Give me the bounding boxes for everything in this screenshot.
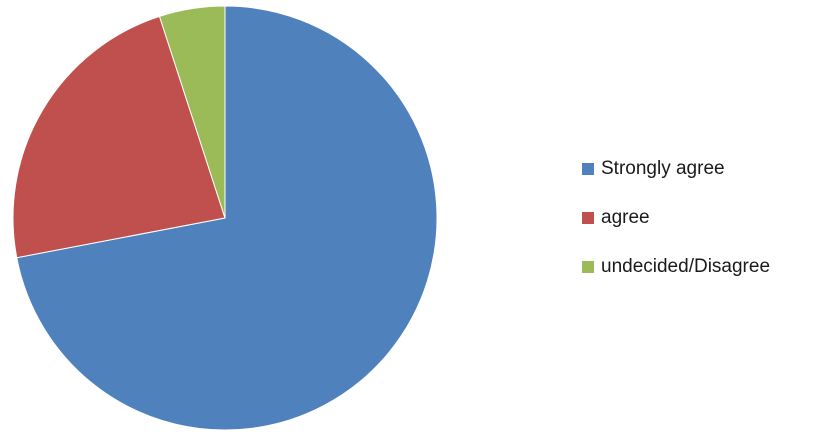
chart-legend: Strongly agree agree undecided/Disagree bbox=[582, 156, 822, 303]
legend-swatch-strongly-agree bbox=[582, 162, 594, 175]
legend-label-strongly-agree: Strongly agree bbox=[601, 157, 725, 179]
legend-item-strongly-agree: Strongly agree bbox=[582, 156, 822, 181]
legend-label-agree: agree bbox=[601, 206, 650, 228]
pie-slice-agree bbox=[12, 15, 226, 259]
legend-swatch-undecided-disagree bbox=[582, 260, 594, 273]
pie-slice-strongly-agree bbox=[16, 5, 438, 431]
legend-item-agree: agree bbox=[582, 205, 822, 230]
legend-item-undecided-disagree: undecided/Disagree bbox=[582, 254, 822, 279]
legend-label-undecided-disagree: undecided/Disagree bbox=[601, 255, 771, 277]
legend-swatch-agree bbox=[582, 211, 594, 224]
pie-slice-undecided-disagree bbox=[158, 5, 226, 219]
